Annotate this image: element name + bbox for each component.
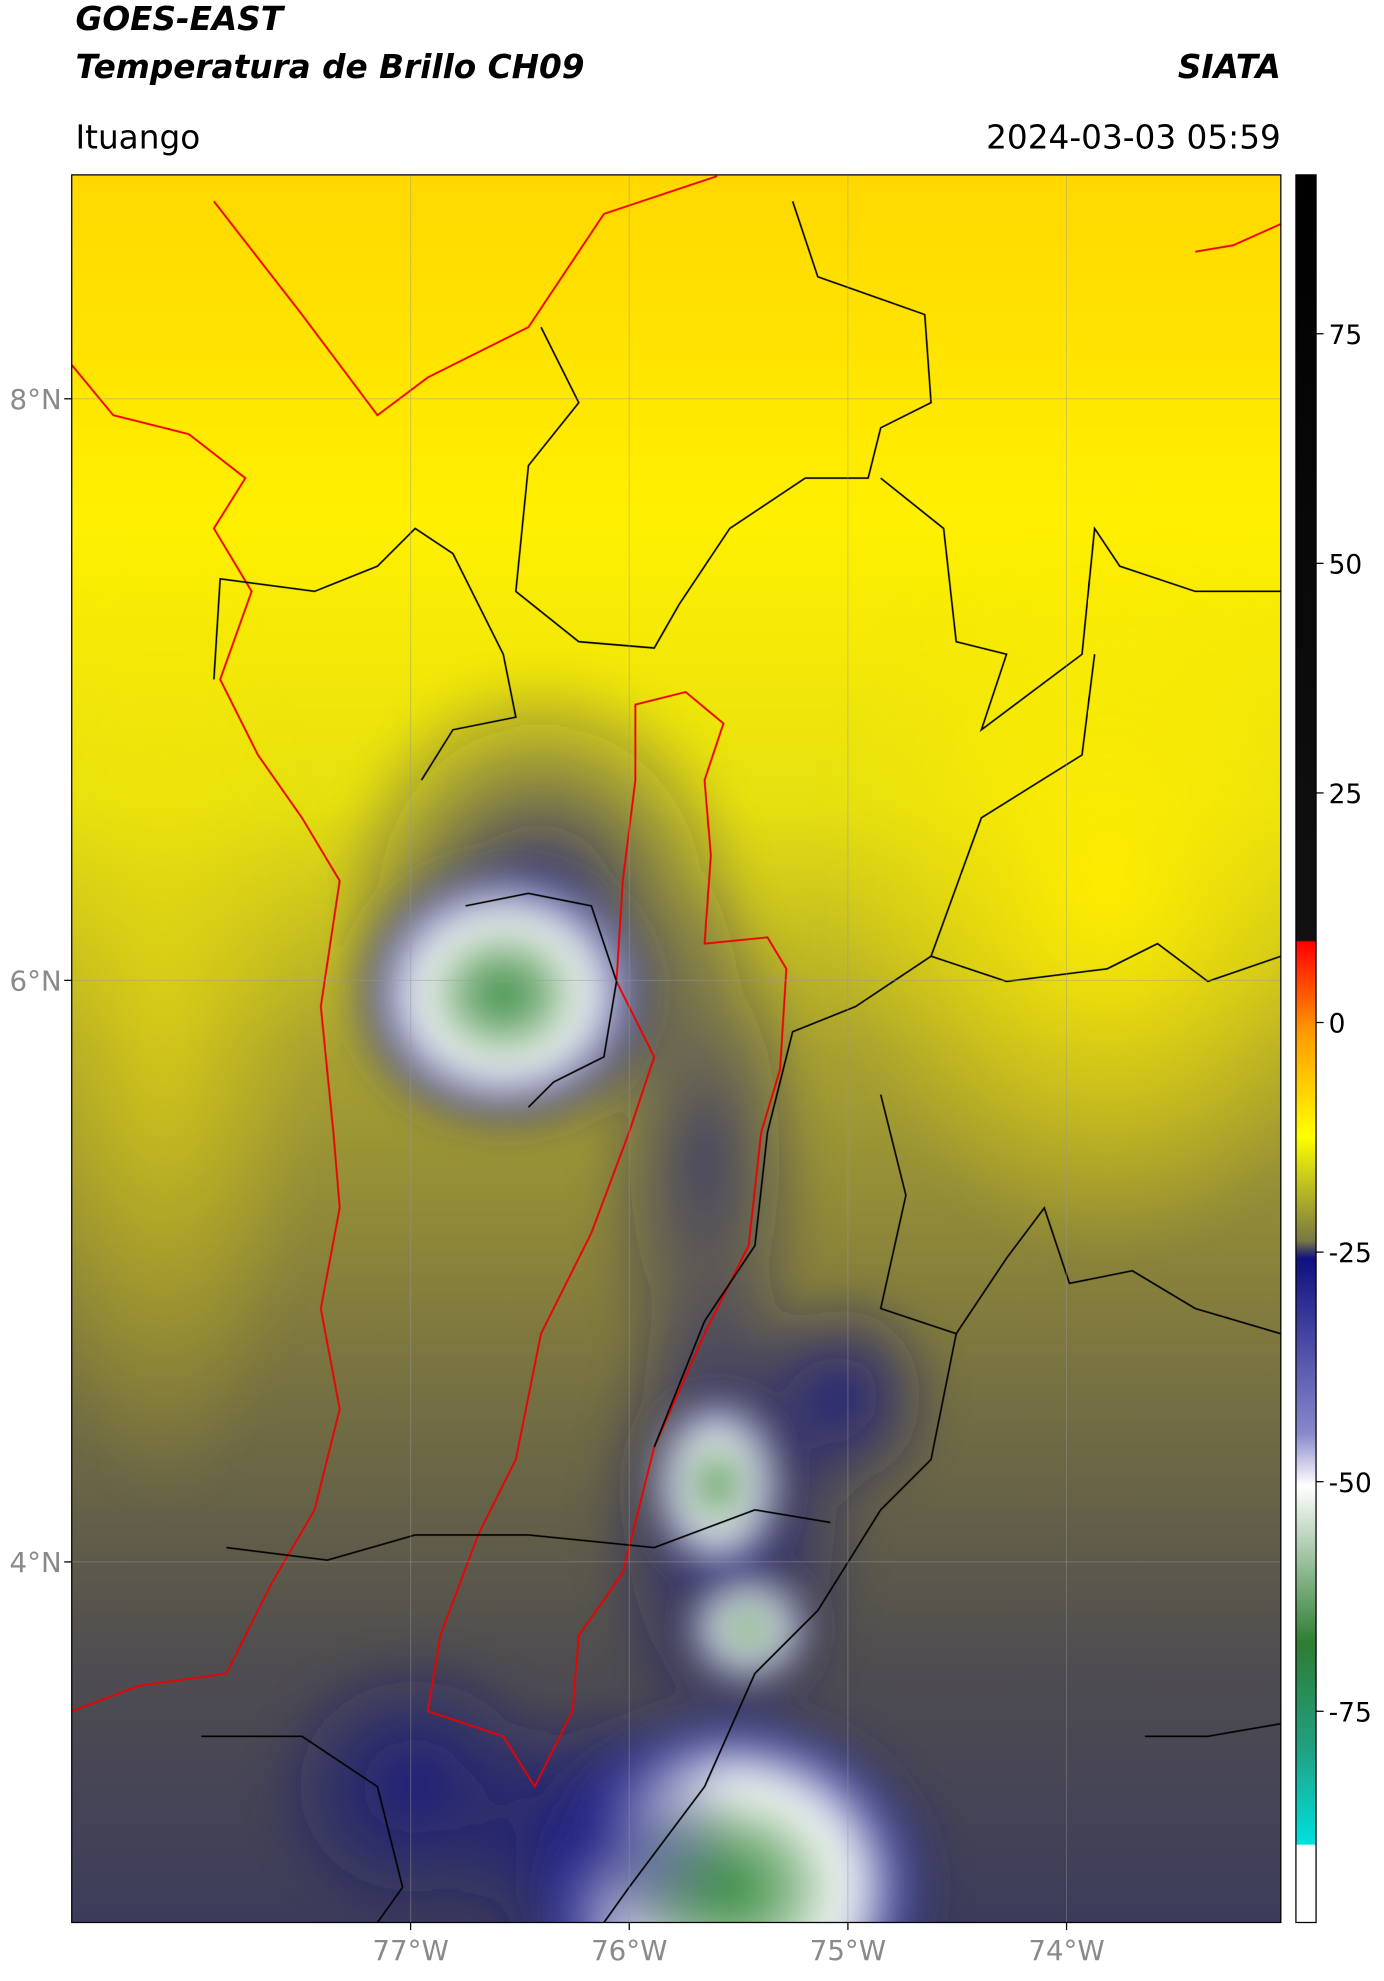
colorbar-ticks: 75 50 25 0 -25 -50 -75 <box>1316 320 1372 1728</box>
y-tick-label: 6°N <box>10 964 62 997</box>
x-tick-label: 75°W <box>810 1934 886 1967</box>
region: Ituango <box>75 118 200 156</box>
colorbar-tick-label: 75 <box>1329 320 1363 351</box>
map-frame <box>71 174 1282 1924</box>
x-tick-label: 76°W <box>591 1934 667 1967</box>
colorbar-tick-label: 50 <box>1329 549 1363 580</box>
map-image <box>71 174 1281 1923</box>
colorbar-tick-label: -25 <box>1329 1238 1372 1269</box>
y-tick-label: 4°N <box>10 1546 62 1579</box>
y-tick-label: 8°N <box>10 383 62 416</box>
x-tick-label: 77°W <box>372 1934 448 1967</box>
colorbar-tick-label: 25 <box>1329 779 1363 810</box>
x-tick-label: 74°W <box>1028 1934 1104 1967</box>
map-grid: 77°W 76°W 75°W 74°W 8°N 6°N 4°N <box>10 174 1281 1967</box>
colorbar-tick-label: 0 <box>1329 1009 1346 1040</box>
product: Temperatura de Brillo CH09 <box>75 48 584 86</box>
satellite: GOES-EAST <box>75 0 285 38</box>
colorbar-tick-label: -75 <box>1329 1697 1372 1728</box>
datetime: 2024-03-03 05:59 <box>986 118 1281 156</box>
agency: SIATA <box>1178 48 1281 86</box>
colorbar-tick-label: -50 <box>1329 1468 1372 1499</box>
colorbar <box>1295 174 1317 1924</box>
